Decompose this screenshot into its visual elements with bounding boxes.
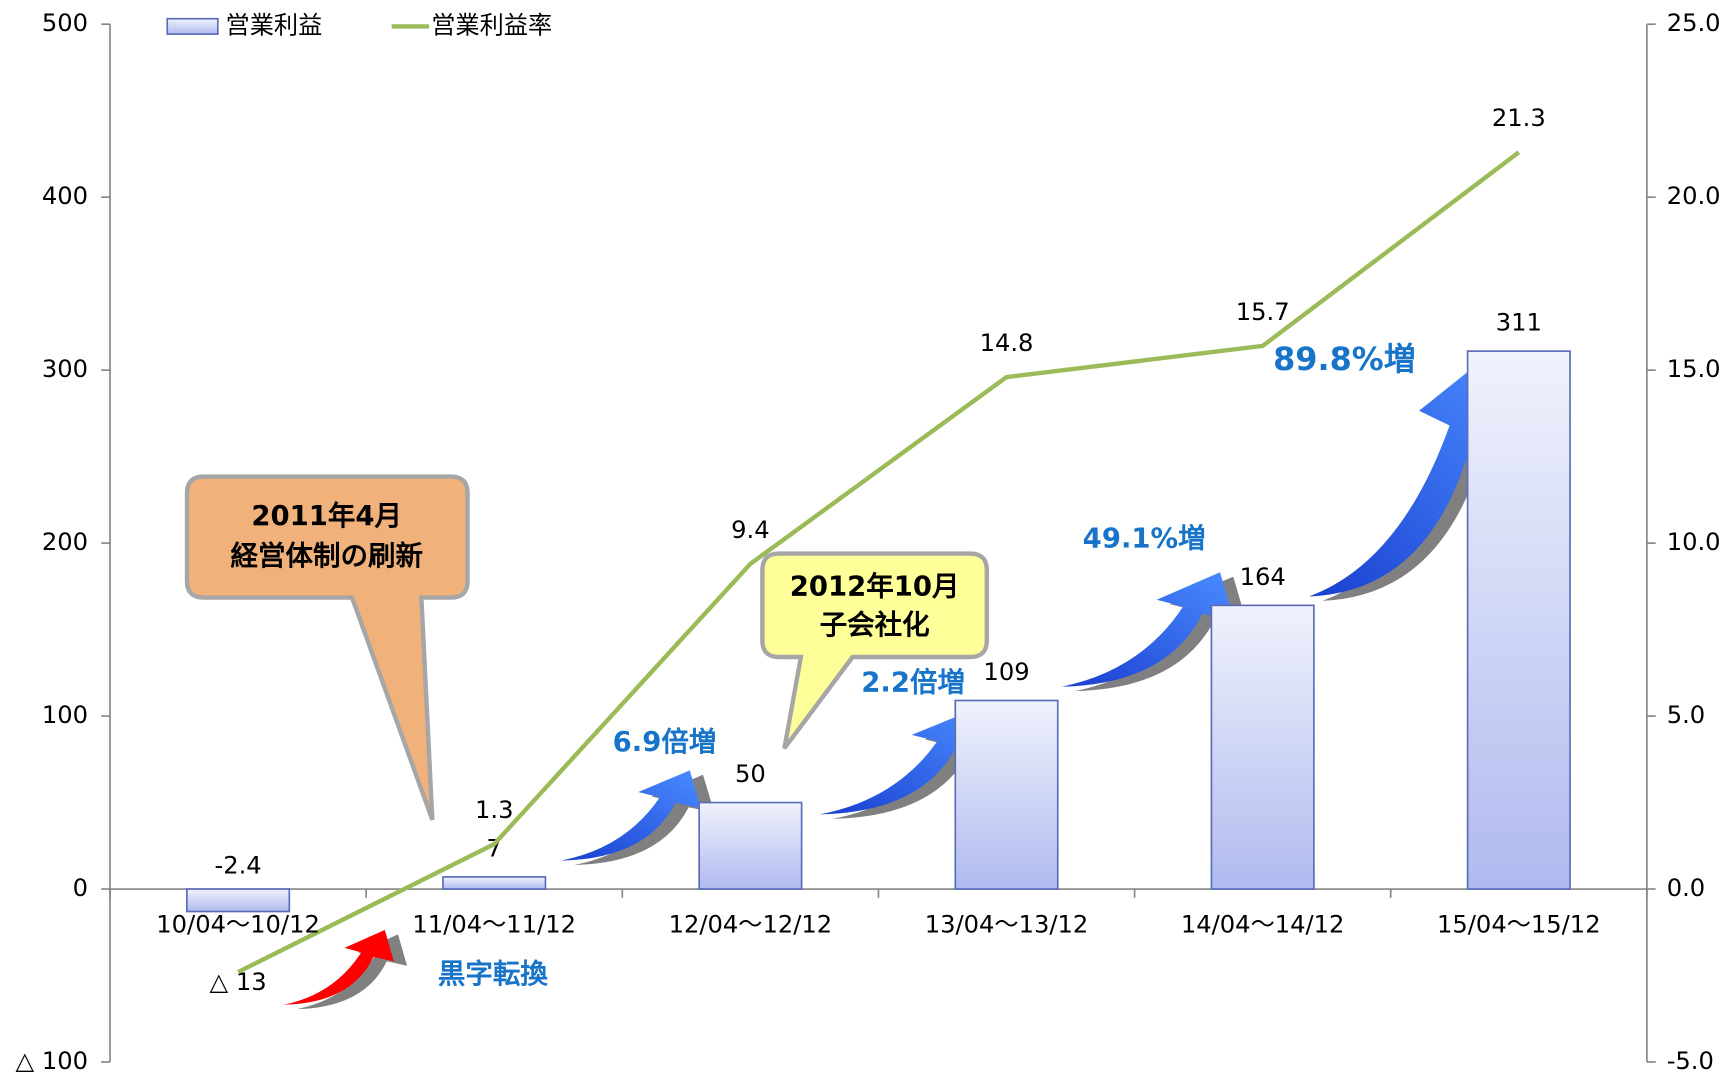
bar bbox=[186, 888, 291, 913]
y2-tick-label: 20.0 bbox=[1667, 182, 1721, 210]
line-label: 15.7 bbox=[1236, 298, 1290, 326]
bar-label: 109 bbox=[983, 658, 1029, 686]
callout-text: 2011年4月 bbox=[251, 500, 402, 532]
y2-tick-label: 15.0 bbox=[1667, 355, 1721, 383]
y-tick-label: 500 bbox=[42, 9, 88, 37]
bar bbox=[442, 876, 547, 890]
y-tick-label: 0 bbox=[73, 874, 88, 902]
legend-label: 営業利益率 bbox=[431, 11, 552, 39]
bar-label: 50 bbox=[735, 760, 766, 788]
annotation: 2.2倍増 bbox=[861, 666, 965, 698]
x-tick-label: 10/04〜10/12 bbox=[156, 910, 320, 938]
callout-text: 2012年10月 bbox=[790, 571, 960, 603]
callout-text: 経営体制の刷新 bbox=[231, 540, 423, 572]
annotation: 49.1%増 bbox=[1083, 522, 1206, 554]
callouts: 2011年4月 経営体制の刷新 2012年10月 子会社化 bbox=[184, 474, 990, 821]
annotation: 89.8%増 bbox=[1273, 340, 1416, 378]
arrow bbox=[1309, 352, 1509, 597]
arrow bbox=[283, 929, 394, 1005]
legend-label: 営業利益 bbox=[226, 11, 323, 39]
line-label: 14.8 bbox=[980, 329, 1034, 357]
y2-tick-label: 10.0 bbox=[1667, 528, 1721, 556]
y2-tick-label: 5.0 bbox=[1667, 701, 1705, 729]
bar bbox=[1466, 350, 1571, 890]
bar-label: 311 bbox=[1496, 309, 1542, 337]
legend-swatch bbox=[166, 17, 219, 35]
y2-tick-label: 25.0 bbox=[1667, 9, 1721, 37]
y-tick-label: 200 bbox=[42, 528, 88, 556]
arrow bbox=[1061, 572, 1235, 687]
x-tick-label: 14/04〜14/12 bbox=[1181, 910, 1345, 938]
y-tick-label: 100 bbox=[42, 701, 88, 729]
y2-tick-label: -5.0 bbox=[1667, 1047, 1714, 1073]
line-label: -2.4 bbox=[214, 851, 261, 879]
x-tick-label: 11/04〜11/12 bbox=[412, 910, 576, 938]
line-label: 21.3 bbox=[1492, 104, 1546, 132]
y2-tick-label: 0.0 bbox=[1667, 874, 1705, 902]
line-label: 1.3 bbox=[475, 796, 513, 824]
callout-box bbox=[184, 474, 470, 821]
callout-box bbox=[760, 551, 990, 750]
line bbox=[237, 150, 1521, 975]
bar bbox=[1210, 604, 1315, 890]
bar bbox=[954, 699, 1059, 890]
arrow bbox=[561, 770, 702, 861]
bar-label: △ 13 bbox=[210, 968, 267, 996]
y-tick-label: △ 100 bbox=[16, 1047, 88, 1073]
x-tick-label: 13/04〜13/12 bbox=[925, 910, 1089, 938]
annotation: 黒字転換 bbox=[438, 958, 548, 990]
annotation: 6.9倍増 bbox=[613, 726, 717, 758]
line-label: 9.4 bbox=[731, 516, 769, 544]
arrow bbox=[819, 709, 987, 815]
x-tick-label: 12/04〜12/12 bbox=[669, 910, 833, 938]
bar bbox=[698, 801, 803, 890]
bar-label: 164 bbox=[1240, 563, 1286, 591]
y-tick-label: 400 bbox=[42, 182, 88, 210]
x-tick-label: 15/04〜15/12 bbox=[1437, 910, 1601, 938]
callout-text: 子会社化 bbox=[820, 609, 930, 641]
y-tick-label: 300 bbox=[42, 355, 88, 383]
